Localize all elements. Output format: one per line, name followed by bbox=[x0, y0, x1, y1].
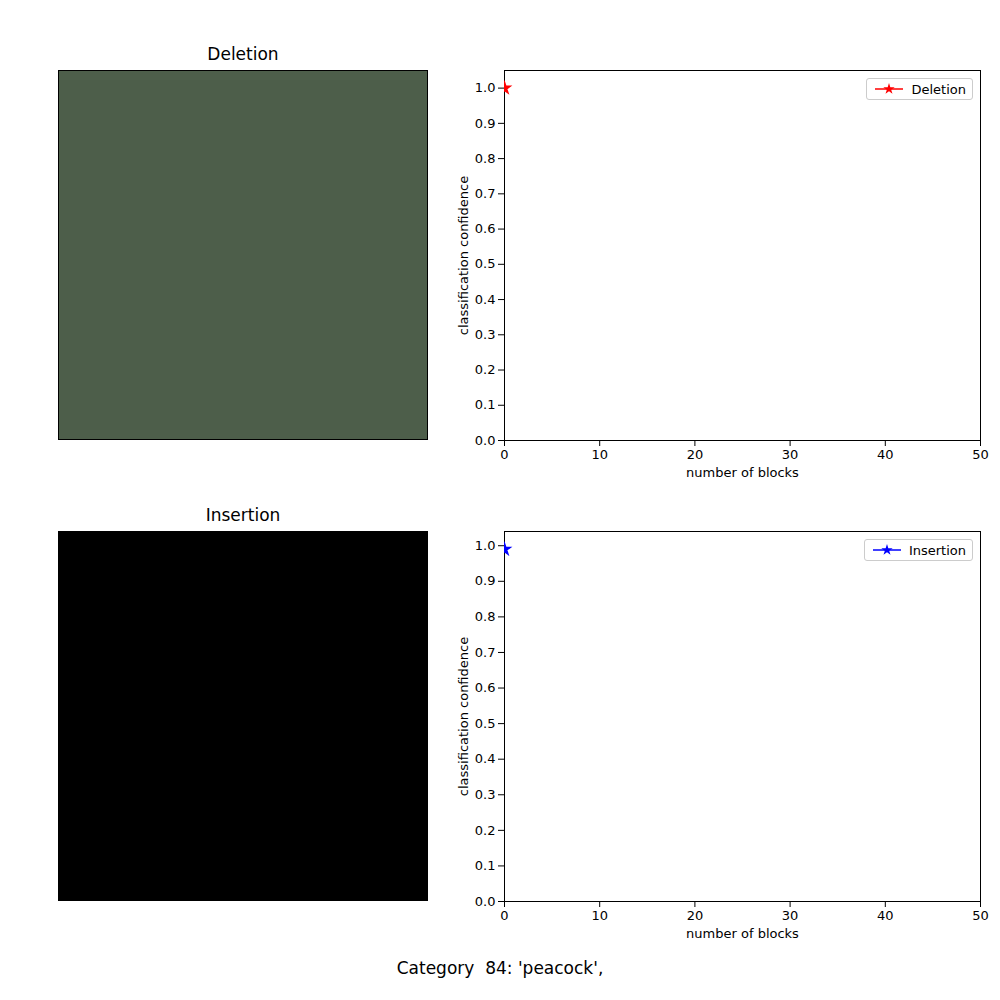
svg-text:0: 0 bbox=[500, 447, 508, 462]
html-text:Deletion: Deletion bbox=[207, 44, 279, 64]
svg-text:classification confidence: classification confidence bbox=[456, 176, 471, 335]
svg-text:10: 10 bbox=[591, 908, 608, 923]
svg-text:0.7: 0.7 bbox=[475, 645, 496, 660]
svg-text:0.7: 0.7 bbox=[475, 186, 496, 201]
svg-text:0.0: 0.0 bbox=[475, 894, 496, 909]
svg-text:40: 40 bbox=[877, 447, 894, 462]
svg-text:0.3: 0.3 bbox=[475, 327, 496, 342]
svg-text:0.1: 0.1 bbox=[475, 858, 496, 873]
svg-text:0.2: 0.2 bbox=[475, 362, 496, 377]
svg-text:0.5: 0.5 bbox=[475, 256, 496, 271]
html-text:Deletion: Deletion bbox=[911, 81, 966, 97]
svg-text:0.8: 0.8 bbox=[475, 151, 496, 166]
svg-text:0.6: 0.6 bbox=[475, 221, 496, 236]
html-text:Category 84: 'peacock',: Category 84: 'peacock', bbox=[396, 958, 604, 978]
svg-text:0.6: 0.6 bbox=[475, 680, 496, 695]
svg-text:20: 20 bbox=[687, 447, 704, 462]
svg-text:0.1: 0.1 bbox=[475, 397, 496, 412]
svg-text:0.4: 0.4 bbox=[475, 292, 496, 307]
svg-text:10: 10 bbox=[591, 447, 608, 462]
svg-text:0.4: 0.4 bbox=[475, 751, 496, 766]
svg-text:0: 0 bbox=[500, 908, 508, 923]
svg-text:1.0: 1.0 bbox=[475, 538, 496, 553]
svg-text:0.5: 0.5 bbox=[475, 716, 496, 731]
html-text:Insertion: Insertion bbox=[908, 542, 966, 558]
svg-text:0.3: 0.3 bbox=[475, 787, 496, 802]
svg-text:number of blocks: number of blocks bbox=[686, 926, 799, 941]
svg-text:number of blocks: number of blocks bbox=[686, 465, 799, 480]
svg-text:0.8: 0.8 bbox=[475, 609, 496, 624]
svg-text:0.9: 0.9 bbox=[475, 573, 496, 588]
svg-text:50: 50 bbox=[972, 447, 989, 462]
svg-text:40: 40 bbox=[877, 908, 894, 923]
svg-text:1.0: 1.0 bbox=[475, 80, 496, 95]
svg-text:30: 30 bbox=[782, 908, 799, 923]
svg-text:50: 50 bbox=[972, 908, 989, 923]
svg-text:30: 30 bbox=[782, 447, 799, 462]
svg-text:0.9: 0.9 bbox=[475, 116, 496, 131]
svg-text:classification confidence: classification confidence bbox=[456, 637, 471, 796]
svg-text:0.0: 0.0 bbox=[475, 433, 496, 448]
svg-text:20: 20 bbox=[687, 908, 704, 923]
svg-text:0.2: 0.2 bbox=[475, 823, 496, 838]
html-text:Insertion: Insertion bbox=[205, 505, 281, 525]
